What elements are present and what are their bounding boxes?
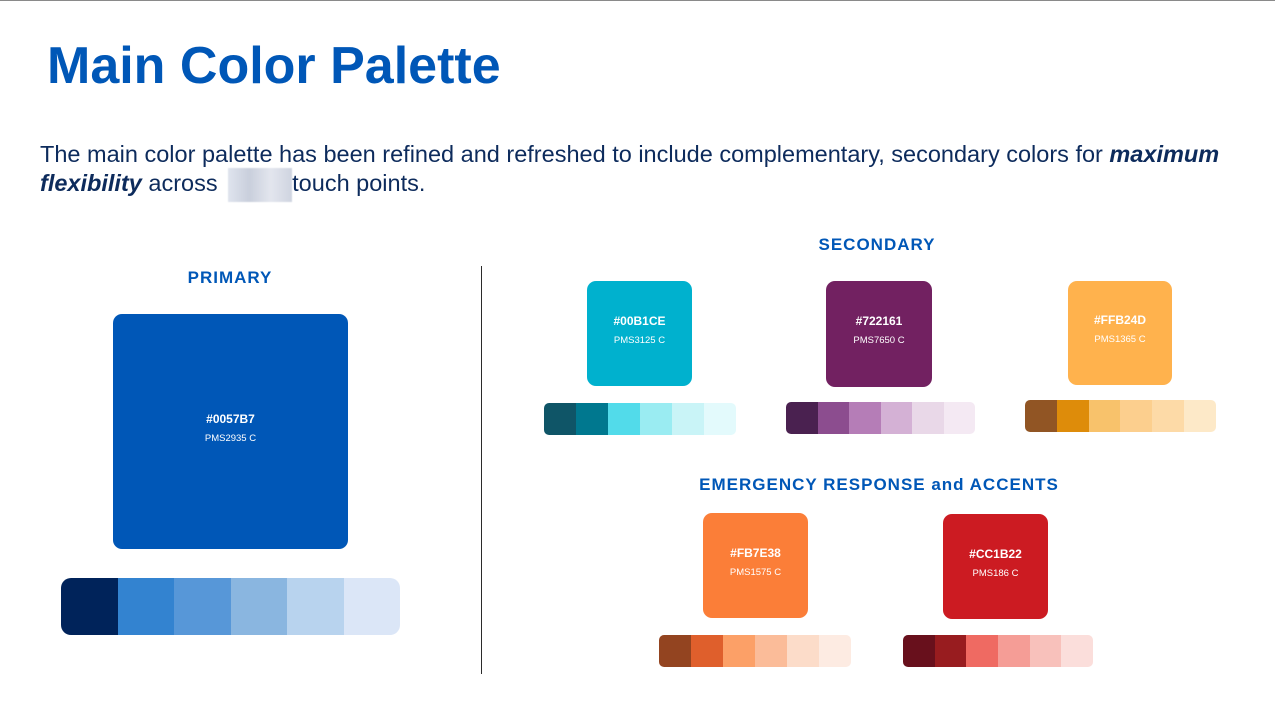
intro-text-3: touch points.: [292, 170, 426, 196]
primary-swatch: #0057B7 PMS2935 C: [113, 314, 348, 549]
tint-cell-3: [174, 578, 231, 635]
tint-cell-1: [903, 635, 935, 667]
swatch-pms: PMS1575 C: [729, 566, 782, 578]
intro-text-1: The main color palette has been refined …: [40, 141, 1110, 167]
accent-1-swatch: #FB7E38 PMS1575 C: [703, 513, 808, 618]
tint-cell-1: [61, 578, 118, 635]
tint-cell-4: [230, 578, 287, 635]
intro-paragraph: The main color palette has been refined …: [40, 141, 1240, 202]
tint-cell-3: [966, 635, 999, 667]
swatch-hex: #0057B7: [206, 411, 255, 426]
secondary-2-tint-strip: [786, 402, 975, 434]
swatch-hex: #FFB24D: [1093, 313, 1146, 327]
accent-1-tint-strip: [659, 635, 851, 667]
swatch-hex: #FB7E38: [730, 545, 781, 560]
secondary-3-swatch: #FFB24D PMS1365 C: [1068, 281, 1172, 385]
secondary-1-tint-strip: [544, 403, 736, 435]
tint-cell-5: [912, 402, 944, 434]
intro-emphasis: maximum flexibility: [40, 141, 1220, 196]
tint-cell-1: [786, 402, 818, 434]
tint-cell-1: [544, 403, 576, 435]
swatch-pms: PMS7650 C: [853, 335, 905, 346]
swatch-hex: #CC1B22: [969, 546, 1022, 561]
tint-cell-5: [787, 635, 819, 667]
swatch-pms: PMS2935 C: [204, 432, 257, 444]
tint-cell-2: [576, 403, 608, 435]
tint-cell-6: [1184, 400, 1216, 432]
tint-cell-1: [1025, 400, 1057, 432]
tint-cell-1: [659, 635, 691, 667]
intro-text-2: across: [141, 170, 225, 196]
swatch-pms: PMS1365 C: [1094, 334, 1146, 345]
tint-cell-5: [1152, 400, 1185, 432]
tint-cell-5: [287, 578, 344, 635]
tint-cell-4: [755, 635, 787, 667]
tint-cell-3: [608, 403, 640, 435]
accent-2-swatch: #CC1B22 PMS186 C: [943, 514, 1048, 619]
accent-2-tint-strip: [903, 635, 1093, 667]
redacted-word: [228, 168, 293, 202]
swatch-pms: PMS186 C: [972, 567, 1019, 579]
tint-cell-4: [640, 403, 672, 435]
page-title: Main Color Palette: [47, 37, 501, 95]
tint-cell-2: [117, 578, 174, 635]
tint-cell-4: [880, 402, 912, 434]
tint-cell-6: [343, 578, 400, 635]
tint-cell-6: [819, 635, 851, 667]
vertical-divider: [481, 266, 482, 674]
tint-cell-3: [849, 402, 881, 434]
secondary-1-swatch: #00B1CE PMS3125 C: [587, 281, 692, 386]
tint-cell-2: [817, 402, 849, 434]
tint-cell-3: [1088, 400, 1121, 432]
tint-cell-2: [934, 635, 967, 667]
primary-heading: PRIMARY: [187, 268, 273, 287]
secondary-2-swatch: #722161 PMS7650 C: [826, 281, 932, 387]
tint-cell-2: [691, 635, 723, 667]
tint-cell-3: [723, 635, 755, 667]
swatch-pms: PMS3125 C: [613, 334, 666, 346]
swatch-hex: #722161: [855, 314, 903, 328]
tint-cell-2: [1056, 400, 1089, 432]
emergency-heading: EMERGENCY RESPONSE and ACCENTS: [699, 475, 1059, 494]
primary-tint-strip: [61, 578, 400, 635]
tint-cell-5: [672, 403, 704, 435]
swatch-hex: #00B1CE: [613, 313, 666, 328]
secondary-heading: SECONDARY: [818, 235, 936, 254]
tint-cell-6: [1061, 635, 1093, 667]
tint-cell-6: [943, 402, 975, 434]
top-rule: [0, 0, 1275, 1]
secondary-3-tint-strip: [1025, 400, 1216, 432]
tint-cell-6: [704, 403, 736, 435]
tint-cell-4: [1120, 400, 1153, 432]
tint-cell-4: [998, 635, 1030, 667]
tint-cell-5: [1029, 635, 1062, 667]
